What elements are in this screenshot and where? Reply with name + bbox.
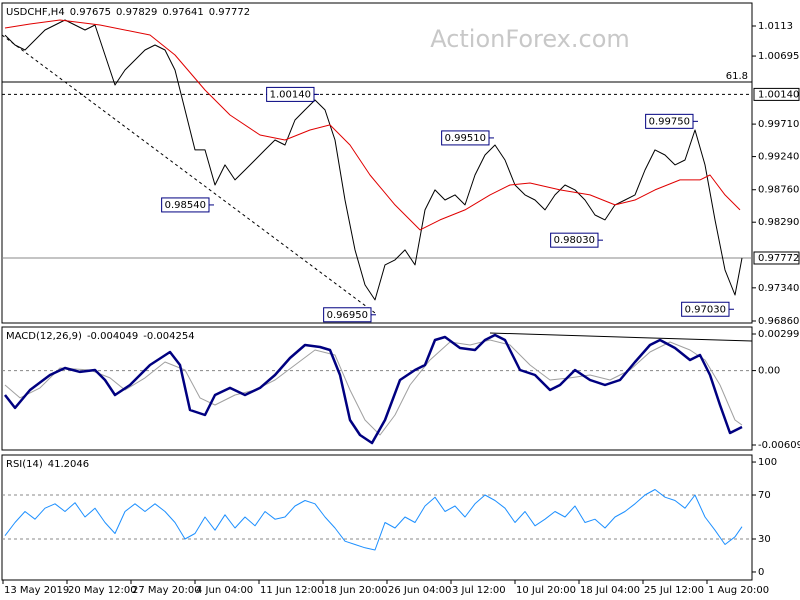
x-tick-label: 1 Aug 20:00 — [708, 585, 769, 596]
y-tick-label: 0 — [758, 567, 764, 578]
y-tick-label: 0.97340 — [758, 283, 799, 294]
pane-frame — [1, 454, 753, 581]
x-tick-label: 13 May 2019 — [4, 585, 69, 596]
callout: 1.00140 — [266, 86, 319, 102]
price-box-label: 0.97772 — [758, 253, 799, 264]
pane-frame — [1, 2, 753, 324]
header-value: 41.2046 — [48, 459, 89, 470]
callout-label: 0.96950 — [327, 310, 368, 321]
y-tick-label: 0.002998 — [758, 329, 800, 340]
y-tick-label: 30 — [758, 534, 771, 545]
y-tick-label: 0.98760 — [758, 185, 799, 196]
pane-title: RSI(14) — [6, 459, 43, 470]
y-tick-label: 0.96860 — [758, 316, 799, 327]
y-tick-label: 0.98290 — [758, 217, 799, 228]
y-tick-label: 0.99240 — [758, 152, 799, 163]
header-value: 0.97772 — [209, 7, 250, 18]
y-tick-label: 1.00695 — [758, 51, 799, 62]
x-tick-label: 18 Jul 04:00 — [580, 585, 640, 596]
callout-label: 1.00140 — [270, 89, 311, 100]
callout: 0.99510 — [441, 130, 494, 146]
pane-title: USDCHF,H4 — [6, 7, 65, 18]
pane-header: MACD(12,26,9) -0.004049 -0.004254 — [6, 331, 195, 342]
price-box — [753, 87, 800, 101]
x-tick-label: 25 Jul 12:00 — [644, 585, 704, 596]
x-tick-label: 26 Jun 04:00 — [388, 585, 452, 596]
header-value: 0.97829 — [116, 7, 157, 18]
x-tick-label: 3 Jul 12:00 — [452, 585, 506, 596]
series-line — [4, 19, 741, 231]
x-tick-label: 4 Jun 04:00 — [196, 585, 253, 596]
series-line — [4, 489, 743, 551]
callout-label: 0.99750 — [649, 116, 690, 127]
price-box — [753, 251, 800, 265]
callout-label: 0.99510 — [445, 133, 486, 144]
pane-header: USDCHF,H4 0.97675 0.97829 0.97641 0.97772 — [6, 7, 250, 18]
header-value: 0.97675 — [70, 7, 111, 18]
callout-label: 0.97030 — [685, 304, 726, 315]
callout: 0.96950 — [323, 307, 376, 323]
y-tick-label: 70 — [758, 490, 771, 501]
callout: 0.98540 — [161, 197, 214, 213]
x-tick-label: 11 Jun 12:00 — [260, 585, 324, 596]
x-tick-label: 10 Jul 20:00 — [516, 585, 576, 596]
callout-label: 0.98030 — [554, 235, 595, 246]
price-box-label: 1.00140 — [758, 89, 799, 100]
x-tick-label: 20 May 12:00 — [68, 585, 137, 596]
callout: 0.98030 — [550, 232, 603, 248]
callout: 0.99750 — [645, 113, 698, 129]
series-line — [4, 333, 743, 445]
header-value: -0.004049 — [87, 331, 138, 342]
callout-label: 0.98540 — [165, 200, 206, 211]
trendline — [489, 332, 753, 342]
header-value: 0.97641 — [162, 7, 203, 18]
series-line — [4, 19, 743, 301]
y-tick-label: 0.99710 — [758, 119, 799, 130]
y-tick-label: -0.006097 — [758, 440, 800, 451]
series-line — [4, 339, 743, 436]
y-tick-label: 100 — [758, 457, 777, 468]
pane-title: MACD(12,26,9) — [6, 331, 82, 342]
pane-header: RSI(14) 41.2046 — [6, 459, 89, 470]
watermark: ActionForex.com — [430, 25, 630, 53]
fib-label: 61.8 — [726, 71, 748, 82]
callout: 0.97030 — [681, 301, 734, 317]
x-tick-label: 27 May 20:00 — [132, 585, 201, 596]
header-value: -0.004254 — [143, 331, 194, 342]
x-tick-label: 18 Jun 20:00 — [324, 585, 388, 596]
y-tick-label: 0.00 — [758, 366, 780, 377]
y-tick-label: 1.0113 — [758, 21, 793, 32]
